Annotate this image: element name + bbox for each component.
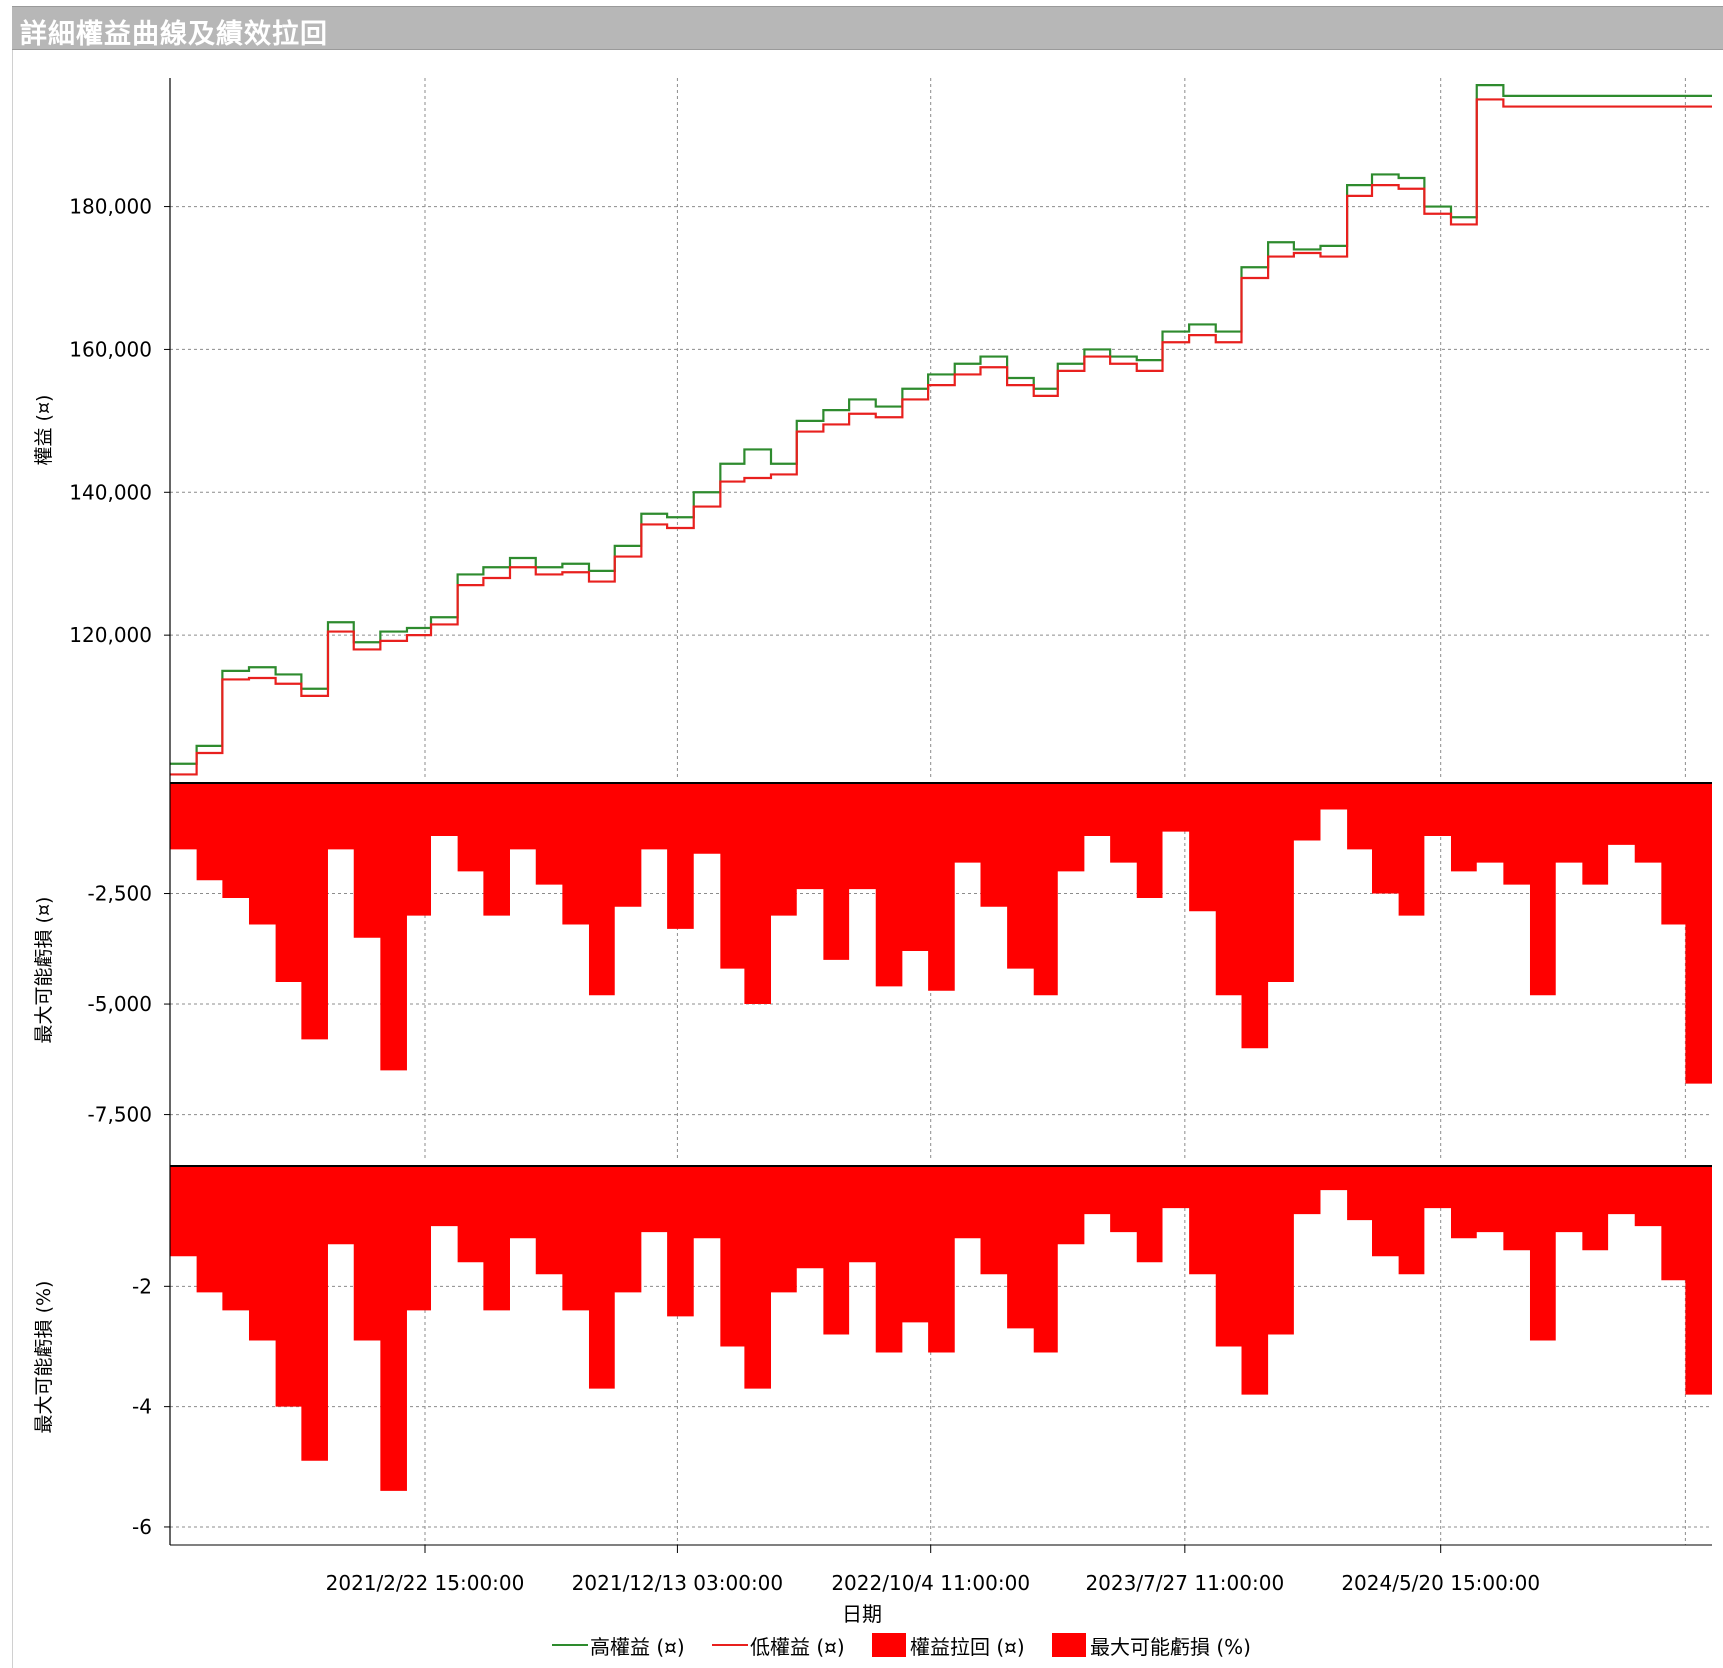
panel-header: 詳細權益曲線及績效拉回 — [12, 6, 1723, 50]
y-tick-label: 120,000 — [69, 623, 152, 647]
drawdown-value-axis-label: 最大可能虧損 (¤) — [33, 897, 55, 1044]
legend-label-max-loss-percent: 最大可能虧損 (%) — [1090, 1634, 1251, 1659]
panel-left-border — [12, 50, 13, 1668]
legend-item-high-equity: 高權益 (¤) — [552, 1630, 685, 1660]
x-tick-label: 2021/2/22 15:00:00 — [326, 1571, 525, 1595]
x-tick-label: 2022/10/4 11:00:00 — [831, 1571, 1030, 1595]
y-tick-label: 160,000 — [69, 337, 152, 361]
y-tick-label: -4 — [132, 1395, 152, 1419]
legend-item-equity-drawdown: 權益拉回 (¤) — [872, 1630, 1025, 1660]
y-tick-label: -2,500 — [88, 882, 152, 906]
x-tick-label: 2023/7/27 11:00:00 — [1085, 1571, 1284, 1595]
legend-label-equity-drawdown: 權益拉回 (¤) — [910, 1634, 1025, 1659]
y-tick-label: -6 — [132, 1515, 152, 1539]
y-tick-label: -2 — [132, 1274, 152, 1298]
legend-label-low-equity: 低權益 (¤) — [750, 1634, 845, 1659]
equity-axis-label: 權益 (¤) — [33, 395, 55, 466]
legend-swatch-max-loss-percent — [1052, 1633, 1086, 1657]
drawdown-value-area — [170, 783, 1712, 1150]
legend-item-low-equity: 低權益 (¤) — [712, 1630, 845, 1660]
y-tick-label: 140,000 — [69, 480, 152, 504]
chart-axes — [164, 78, 1712, 1553]
high-equity-line — [170, 84, 1712, 765]
drawdown-percent-area — [170, 1166, 1712, 1491]
legend-swatch-low-equity — [712, 1644, 748, 1646]
legend-label-high-equity: 高權益 (¤) — [590, 1634, 685, 1659]
drawdown-area-fill — [170, 1166, 1712, 1491]
low-equity-line — [170, 98, 1712, 776]
x-axis-label: 日期 — [842, 1602, 882, 1626]
y-tick-labels: 120,000 140,000 160,000 180,000 -2,500 -5,000… — [69, 195, 152, 1539]
y-tick-label: 180,000 — [69, 195, 152, 219]
legend-item-max-loss-percent: 最大可能虧損 (%) — [1052, 1630, 1251, 1660]
y-tick-label: -7,500 — [88, 1103, 152, 1127]
drawdown-percent-axis-label: 最大可能虧損 (%) — [33, 1281, 55, 1434]
legend-swatch-equity-drawdown — [872, 1633, 906, 1657]
x-tick-labels: 2021/2/22 15:00:00 2021/12/13 03:00:00 202… — [326, 1571, 1540, 1595]
equity-lines — [170, 84, 1712, 776]
x-tick-label: 2021/12/13 03:00:00 — [572, 1571, 783, 1595]
equity-gridlines — [170, 78, 1712, 778]
chart-legend: 高權益 (¤) 低權益 (¤) 權益拉回 (¤) 最大可能虧損 (%) — [0, 1630, 1723, 1660]
drawdown-area-fill — [170, 783, 1712, 1150]
x-tick-label: 2024/5/20 15:00:00 — [1341, 1571, 1540, 1595]
legend-swatch-high-equity — [552, 1644, 588, 1646]
y-tick-label: -5,000 — [88, 992, 152, 1016]
panel-title: 詳細權益曲線及績效拉回 — [20, 19, 328, 50]
